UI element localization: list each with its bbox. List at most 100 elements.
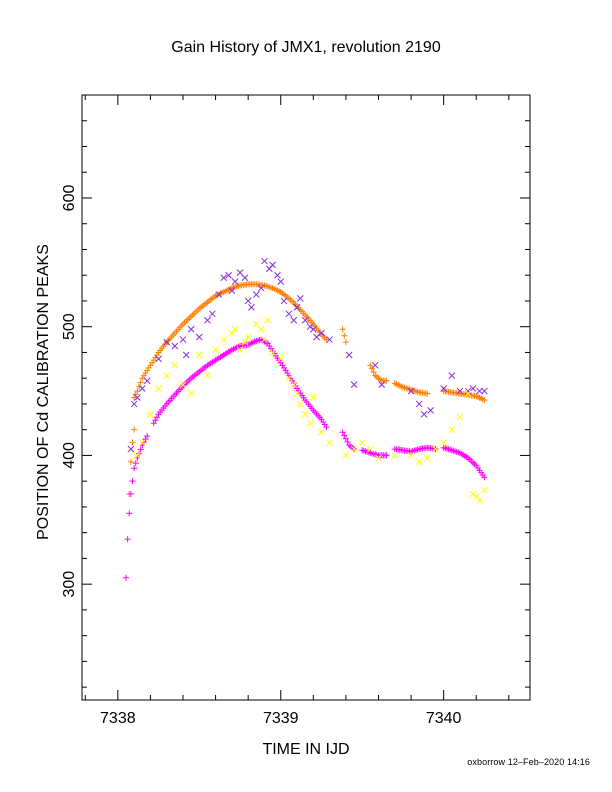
data-point (341, 332, 348, 339)
data-point (220, 336, 228, 343)
data-point (264, 316, 272, 324)
data-point (129, 439, 136, 446)
data-point (481, 486, 488, 494)
x-tick-label: 7339 (263, 710, 299, 727)
data-point (285, 374, 293, 382)
data-point (407, 387, 415, 395)
data-point (440, 439, 448, 446)
data-point (350, 381, 358, 388)
data-point (464, 387, 472, 395)
data-point (153, 414, 160, 421)
data-point (415, 458, 423, 466)
x-tick-label: 7340 (426, 710, 462, 727)
data-point (476, 387, 483, 395)
data-point (131, 465, 138, 472)
data-point (358, 439, 366, 446)
data-point (290, 316, 298, 324)
data-point (285, 310, 293, 318)
data-point (290, 381, 298, 388)
data-point (208, 310, 216, 318)
data-point (228, 287, 236, 295)
data-point (424, 390, 431, 397)
data-point (204, 372, 211, 379)
data-point (236, 346, 244, 354)
data-point (195, 351, 203, 359)
data-point (469, 385, 477, 392)
data-point (147, 410, 154, 418)
data-point (301, 410, 309, 418)
plot-frame (81, 94, 531, 701)
data-point (220, 274, 228, 282)
data-point (126, 510, 133, 517)
data-point (342, 339, 349, 346)
data-point (131, 394, 138, 401)
axis-ticks (82, 94, 530, 700)
data-point (481, 474, 488, 481)
data-point (277, 278, 285, 286)
data-point (280, 297, 288, 305)
data-point (152, 417, 159, 424)
data-point (274, 271, 281, 279)
data-point (131, 426, 138, 433)
data-point (309, 394, 317, 401)
data-point (350, 445, 358, 453)
data-point (244, 297, 252, 305)
data-point (440, 385, 448, 392)
data-point (391, 452, 399, 459)
data-point (163, 372, 171, 379)
data-point (171, 361, 179, 369)
data-point (143, 377, 151, 385)
data-point (138, 439, 146, 446)
data-point (163, 338, 171, 346)
data-point (134, 394, 141, 401)
data-point (448, 426, 456, 434)
data-point (127, 491, 134, 498)
data-point (182, 351, 190, 359)
data-point (420, 410, 428, 418)
data-point (344, 438, 351, 445)
data-point (241, 338, 249, 346)
data-point (296, 295, 304, 302)
data-point (257, 284, 265, 292)
data-point (383, 452, 390, 459)
data-point (171, 342, 179, 350)
data-point (432, 445, 439, 453)
data-point (212, 346, 219, 354)
data-point (371, 361, 379, 369)
data-point (456, 387, 464, 395)
series-purple-x (127, 257, 488, 453)
data-point (225, 271, 232, 279)
data-point (342, 435, 349, 442)
axis-tick-labels: 300 400 500 600 7338 7339 7340 (61, 185, 462, 727)
data-point (144, 433, 151, 440)
data-point (427, 407, 434, 414)
data-point (313, 333, 320, 341)
data-point (236, 269, 244, 276)
data-point (187, 325, 195, 333)
data-point (415, 400, 423, 408)
data-point (187, 390, 195, 397)
data-point (252, 291, 260, 298)
data-point (383, 377, 390, 384)
data-point (407, 452, 415, 459)
y-tick-label: 400 (61, 442, 78, 469)
data-point (252, 320, 260, 328)
data-point (464, 390, 472, 397)
data-point (204, 316, 211, 324)
data-point (129, 478, 136, 485)
data-point (323, 336, 330, 343)
series-magenta-plus (122, 336, 488, 581)
data-point (366, 445, 374, 453)
data-point (269, 349, 276, 356)
data-point (127, 445, 135, 453)
data-point (124, 536, 131, 543)
data-point (257, 325, 265, 333)
data-point (370, 369, 377, 376)
data-point (375, 454, 382, 462)
data-point (277, 355, 285, 363)
data-point (137, 446, 144, 453)
data-point (179, 336, 187, 343)
data-point (137, 379, 144, 386)
data-point (368, 365, 375, 372)
